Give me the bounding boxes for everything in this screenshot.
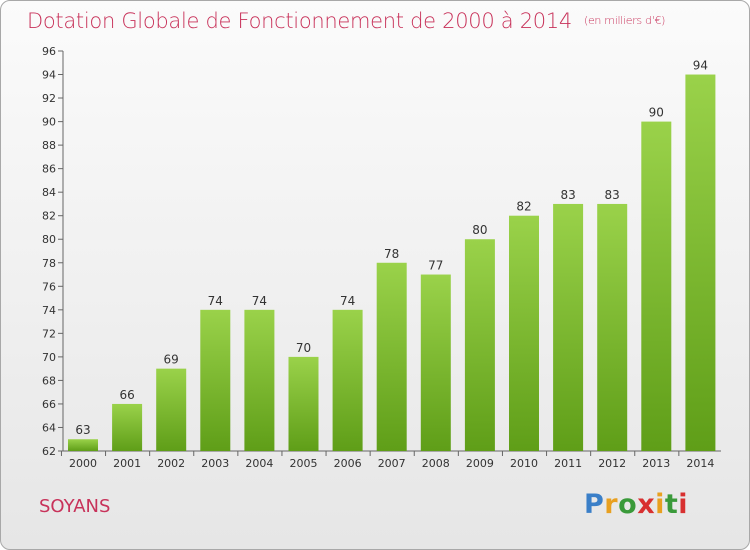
bar-value-label: 66 [119, 388, 134, 402]
x-tick-label: 2014 [686, 457, 714, 470]
x-tick-label: 2007 [378, 457, 406, 470]
bar-value-label: 74 [208, 294, 223, 308]
x-tick-label: 2005 [290, 457, 318, 470]
bar-2009[interactable] [464, 239, 495, 451]
bar-value-label: 83 [605, 188, 620, 202]
bar-value-label: 78 [384, 247, 399, 261]
x-tick-label: 2004 [245, 457, 273, 470]
x-tick-label: 2001 [113, 457, 141, 470]
logo-letter: x [637, 489, 656, 520]
bar-2011[interactable] [553, 203, 584, 451]
y-tick-label: 96 [42, 45, 56, 58]
y-tick-label: 66 [42, 398, 56, 411]
y-tick-label: 78 [42, 257, 56, 270]
y-tick-label: 72 [42, 327, 56, 340]
y-tick-label: 68 [42, 374, 56, 387]
y-tick-label: 70 [42, 351, 56, 364]
bar-value-label: 74 [252, 294, 267, 308]
y-tick-label: 82 [42, 210, 56, 223]
bar-2002[interactable] [156, 368, 187, 451]
x-tick-label: 2009 [466, 457, 494, 470]
bar-value-label: 94 [693, 59, 708, 73]
chart-subtitle: (en milliers d'€) [583, 14, 666, 27]
bar-2012[interactable] [597, 203, 628, 451]
bar-2004[interactable] [244, 309, 275, 451]
bar-value-label: 69 [164, 353, 179, 367]
y-tick-label: 76 [42, 280, 56, 293]
x-tick-label: 2011 [554, 457, 582, 470]
y-tick-label: 64 [42, 421, 56, 434]
bar-2007[interactable] [376, 262, 407, 451]
bar-value-label: 70 [296, 341, 311, 355]
bar-value-label: 74 [340, 294, 355, 308]
bar-2005[interactable] [288, 356, 319, 451]
y-tick-label: 74 [42, 304, 56, 317]
y-tick-label: 94 [42, 69, 56, 82]
chart-title: Dotation Globale de Fonctionnement de 20… [27, 9, 665, 33]
bar-2013[interactable] [641, 121, 672, 452]
y-tick-label: 86 [42, 163, 56, 176]
bar-2000[interactable] [68, 439, 98, 451]
y-tick-label: 88 [42, 139, 56, 152]
bar-value-label: 80 [472, 223, 487, 237]
bar-value-label: 90 [649, 106, 664, 120]
bar-2014[interactable] [685, 74, 716, 451]
y-tick-label: 62 [42, 445, 56, 458]
bar-2008[interactable] [420, 274, 451, 451]
bar-2003[interactable] [200, 309, 231, 451]
x-tick-label: 2008 [422, 457, 450, 470]
y-tick-label: 90 [42, 116, 56, 129]
bar-value-label: 83 [560, 188, 575, 202]
y-tick-label: 80 [42, 233, 56, 246]
x-tick-label: 2002 [157, 457, 185, 470]
logo-letter: i [655, 489, 665, 520]
logo-letter: t [664, 489, 679, 520]
bar-2006[interactable] [332, 309, 363, 451]
logo-letter: r [604, 489, 619, 520]
x-tick-label: 2000 [69, 457, 97, 470]
proxiti-logo[interactable]: Proxiti [584, 489, 688, 520]
logo-letter: i [678, 489, 689, 520]
x-tick-label: 2012 [598, 457, 626, 470]
x-tick-label: 2013 [642, 457, 670, 470]
bar-value-label: 77 [428, 259, 443, 273]
commune-name: SOYANS [39, 496, 111, 517]
x-tick-label: 2010 [510, 457, 538, 470]
y-tick-label: 92 [42, 92, 56, 105]
bar-value-label: 82 [516, 200, 531, 214]
y-tick-label: 84 [42, 186, 56, 199]
logo-letter: P [584, 489, 605, 520]
x-tick-label: 2006 [334, 457, 362, 470]
x-tick-label: 2003 [201, 457, 229, 470]
logo-letter: o [618, 489, 638, 520]
bar-2010[interactable] [509, 215, 539, 451]
bar-2001[interactable] [112, 403, 143, 451]
chart-title-text: Dotation Globale de Fonctionnement de 20… [27, 9, 572, 33]
bar-value-label: 63 [75, 423, 90, 437]
